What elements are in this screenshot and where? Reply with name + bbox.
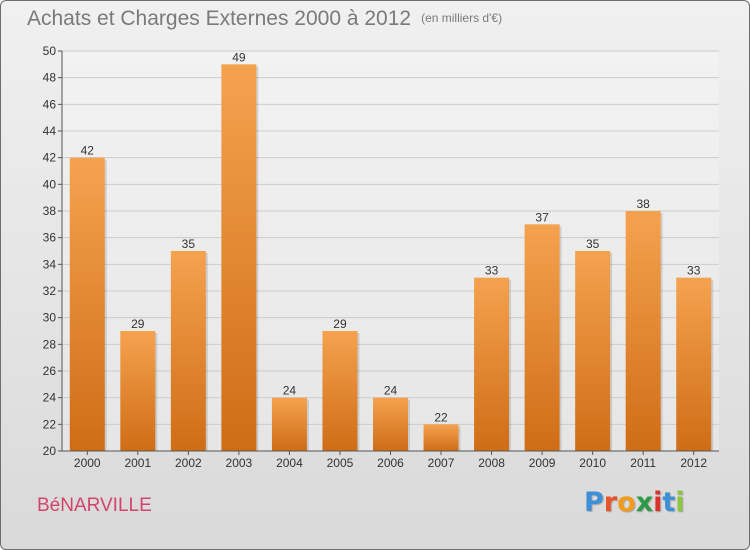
y-tick-label: 44 [43, 124, 57, 138]
x-tick-label-2008: 2008 [478, 456, 505, 470]
data-label-2003: 49 [232, 50, 246, 64]
data-label-2001: 29 [131, 317, 145, 331]
chart-subtitle: (en milliers d'€) [421, 11, 503, 25]
bar-2006 [373, 397, 408, 451]
bars [69, 64, 714, 452]
y-tick-label: 42 [43, 151, 57, 165]
commune-name: BéNARVILLE [37, 495, 152, 516]
data-label-2008: 33 [485, 264, 499, 278]
bar-2005 [322, 331, 358, 451]
logo-letter: i [675, 487, 685, 518]
chart-title-text: Achats et Charges Externes 2000 à 2012 [27, 7, 412, 30]
x-tick-label-2012: 2012 [680, 456, 707, 470]
x-tick-label-2004: 2004 [276, 456, 303, 470]
y-axis: 20 22 24 26 28 30 32 34 36 38 40 42 44 46 48 50 [43, 44, 63, 458]
logo-letter: x [635, 487, 654, 518]
data-labels: 42 29 35 49 24 29 24 22 33 37 35 38 33 [81, 50, 701, 424]
logo-letter: r [603, 487, 618, 518]
data-label-2012: 33 [687, 264, 701, 278]
data-label-2009: 37 [535, 210, 549, 224]
bar-2000 [69, 157, 105, 451]
y-tick-label: 50 [43, 44, 57, 58]
y-tick-label: 34 [43, 257, 57, 271]
x-tick-label-2001: 2001 [124, 456, 151, 470]
data-label-2011: 38 [637, 197, 651, 211]
y-tick-label: 38 [43, 204, 57, 218]
logo-letter: i [653, 487, 663, 518]
logo-letter: t [662, 487, 676, 518]
x-tick-label-2011: 2011 [630, 456, 656, 470]
bar-2012 [676, 277, 712, 451]
data-label-2004: 24 [283, 384, 297, 398]
data-label-2005: 29 [333, 317, 347, 331]
x-tick-label-2002: 2002 [175, 456, 202, 470]
bar-2007 [423, 424, 459, 451]
y-tick-label: 28 [43, 337, 57, 351]
data-label-2000: 42 [81, 144, 95, 158]
y-tick-label: 40 [43, 177, 57, 191]
y-tick-label: 22 [43, 417, 57, 431]
data-label-2010: 35 [586, 237, 600, 251]
x-tick-label-2000: 2000 [74, 456, 101, 470]
y-tick-label: 46 [43, 97, 57, 111]
bar-2010 [575, 251, 611, 451]
x-tick-label-2007: 2007 [428, 456, 455, 470]
y-tick-label: 30 [43, 311, 57, 325]
x-tick-label-2010: 2010 [579, 456, 606, 470]
y-tick-label: 36 [43, 231, 57, 245]
y-tick-label: 20 [43, 444, 57, 458]
y-tick-label: 26 [43, 364, 57, 378]
bar-2009 [524, 224, 560, 451]
x-tick-label-2009: 2009 [529, 456, 556, 470]
logo-letter: o [617, 487, 636, 518]
bar-2011 [625, 211, 661, 451]
data-label-2006: 24 [384, 384, 398, 398]
x-tick-label-2006: 2006 [377, 456, 404, 470]
bar-2003 [221, 64, 257, 452]
y-tick-label: 32 [43, 284, 57, 298]
bar-2008 [474, 277, 510, 451]
chart-title: Achats et Charges Externes 2000 à 2012 (e… [27, 7, 502, 31]
data-label-2002: 35 [182, 237, 196, 251]
bar-2004 [271, 397, 307, 451]
x-axis: 2000 2001 2002 2003 2004 2005 2006 2007 2008 2009… [62, 450, 719, 470]
y-tick-label: 24 [43, 391, 57, 405]
y-tick-label: 48 [43, 71, 57, 85]
data-label-2007: 22 [434, 410, 448, 424]
x-tick-label-2005: 2005 [327, 456, 354, 470]
bar-2002 [170, 251, 206, 451]
bar-2001 [120, 331, 156, 451]
logo-letter: P [584, 487, 604, 518]
x-tick-label-2003: 2003 [226, 456, 253, 470]
proxiti-logo: Proxiti [584, 487, 685, 518]
